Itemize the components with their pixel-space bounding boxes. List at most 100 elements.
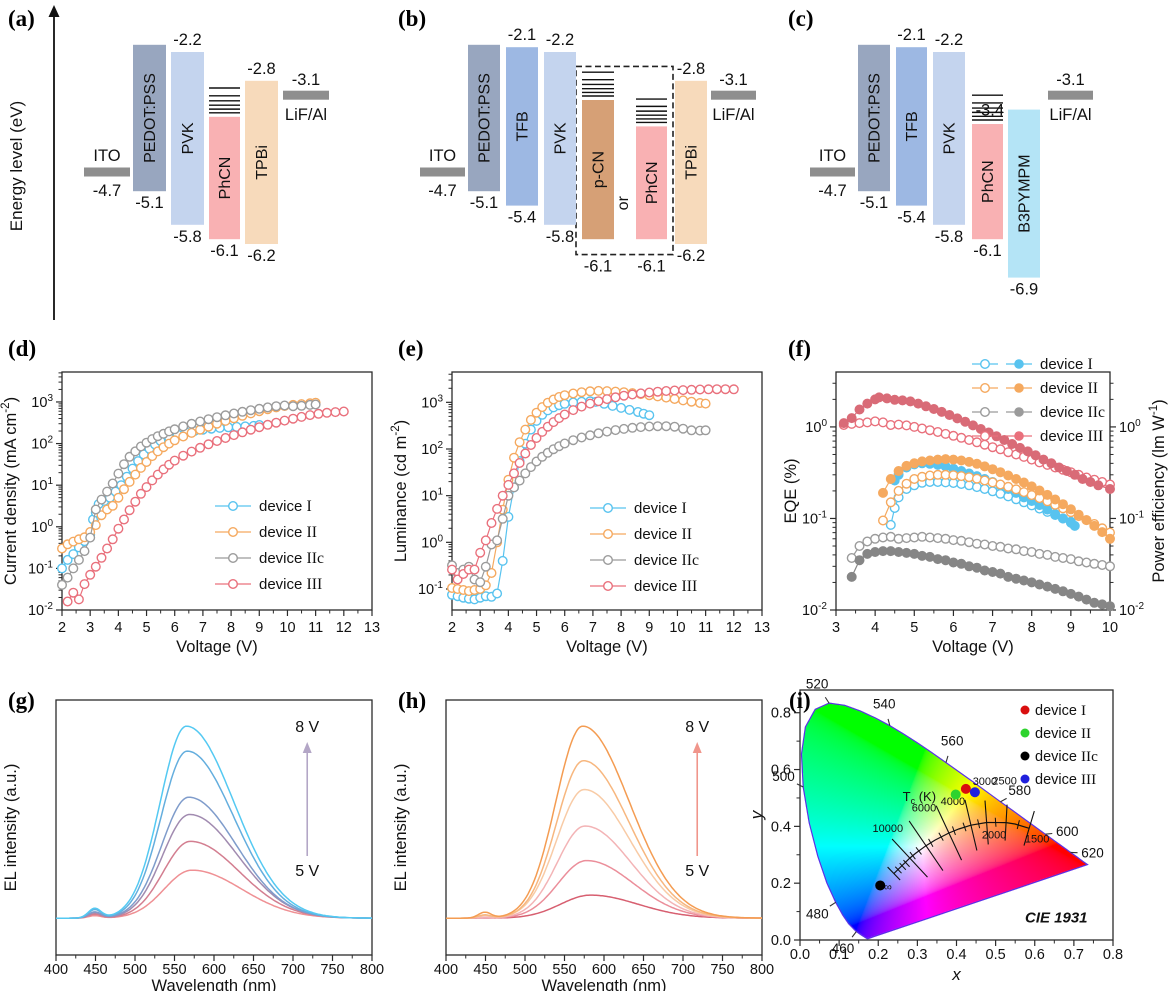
- energy-value: -6.2: [677, 247, 705, 265]
- layer-bar-B3PYMPM: [1008, 109, 1040, 278]
- wavelength-tick: [1045, 832, 1053, 835]
- energy-value: -2.2: [173, 31, 201, 49]
- energy-value: -5.1: [470, 194, 498, 212]
- data-point-device I EQE: [885, 519, 896, 530]
- cct-label: ∞: [884, 882, 892, 894]
- spectrum-curve-#f3b4b6: [446, 825, 762, 919]
- data-point-device IIc: [288, 401, 299, 412]
- data-point-device III PE: [1069, 469, 1080, 480]
- legend-label: device II: [259, 524, 317, 541]
- energy-value: -5.4: [508, 209, 536, 227]
- chart-el-spectra-device-II: 400 450 500 550 600 650 700 750 800 Wavelength (n…: [392, 699, 774, 991]
- cct-label: 1500: [1025, 833, 1049, 845]
- data-point-device II EQE: [885, 497, 896, 508]
- y-axis-tick-label: 0.8: [771, 706, 791, 722]
- x-axis-tick-label: 800: [750, 962, 774, 978]
- chart-luminance: 2 3 4 5 6 7 8 9 10 11 12 13 10-1 100 101 102 103 Voltage …: [390, 371, 770, 656]
- cie-caption: CIE 1931: [1025, 909, 1088, 926]
- data-point-device III: [695, 384, 706, 395]
- x-axis-tick-label: 9: [255, 620, 263, 636]
- layer-label: TPBi: [254, 145, 271, 180]
- energy-value: -3.1: [719, 71, 747, 89]
- wavelength-label: 520: [806, 677, 829, 692]
- layer-bar-TPBi: [245, 80, 278, 244]
- layer-label: PEDOT:PSS: [142, 73, 159, 163]
- data-point-device I PE: [1058, 513, 1069, 524]
- data-point-device IIc: [559, 438, 570, 449]
- data-point-device IIc: [186, 418, 197, 429]
- data-point-device II PE: [1003, 470, 1014, 481]
- data-point-device II EQE: [893, 485, 904, 496]
- x-axis-tick-label: 0.5: [986, 947, 1006, 963]
- data-point-device III EQE: [901, 420, 912, 431]
- layer-label: PEDOT:PSS: [867, 73, 884, 163]
- data-point-device IIc: [678, 423, 689, 434]
- y-axis-title: EQE (%): [782, 458, 800, 523]
- data-point-device III PE: [1046, 458, 1057, 469]
- data-point-device III: [525, 439, 536, 450]
- data-point-device III: [635, 388, 646, 399]
- x-axis-tick-label: 600: [202, 962, 226, 978]
- data-point-device II PE: [1034, 485, 1045, 496]
- x-axis-tick-label: 650: [241, 962, 265, 978]
- legend-filled-marker: [1014, 431, 1024, 441]
- legend-dot: [1020, 705, 1030, 715]
- data-point-device II PE: [1105, 533, 1116, 544]
- cct-minor-tick: [894, 866, 902, 874]
- x-axis-tick-label: 7: [589, 620, 597, 636]
- x-axis-tick-label: 7: [989, 620, 997, 636]
- energy-value: -2.8: [677, 60, 705, 78]
- legend-open-marker: [979, 430, 990, 441]
- energy-axis-title: Energy level (eV): [7, 101, 26, 231]
- x-axis-tick-label: 9: [1067, 620, 1075, 636]
- x-axis-tick-label: 0.8: [1103, 947, 1123, 963]
- data-point-device II PE: [1050, 494, 1061, 505]
- data-point-device III: [338, 406, 349, 417]
- axis-tick-label: 10-2: [28, 601, 53, 619]
- cie-gamut-fill: [800, 690, 1113, 940]
- cct-iso-line: [908, 820, 944, 871]
- cct-label: 3000: [973, 776, 997, 788]
- data-point-device III: [644, 387, 655, 398]
- x-axis-tick-label: 3: [476, 620, 484, 636]
- data-point-device IIc: [85, 532, 96, 543]
- wavelength-tick: [945, 755, 949, 763]
- electrode-bar-ITO: [810, 167, 855, 177]
- x-axis-tick-label: 8: [227, 620, 235, 636]
- data-point-device IIc: [492, 535, 503, 546]
- data-point-device IIc: [618, 423, 629, 434]
- y-axis-title: EL intensity (a.u.): [392, 764, 410, 892]
- layer-bar-TPBi: [675, 80, 707, 244]
- wavelength-tick: [1000, 797, 1007, 803]
- panel-h-label: (h): [398, 688, 427, 713]
- data-point-device IIc: [262, 402, 273, 413]
- data-point-device III: [711, 384, 722, 395]
- wavelength-label: 560: [941, 733, 964, 748]
- data-point-device IIc EQE: [979, 539, 990, 550]
- data-point-device IIc: [475, 577, 486, 588]
- data-point-device III: [237, 427, 248, 438]
- data-point-device III: [559, 409, 570, 420]
- data-point-device IIc: [635, 422, 646, 433]
- panel-e: (e) 2 3 4 5 6 7 8 9 10 11 12 13 10-1 100 101 102 103 Volt…: [390, 330, 780, 660]
- data-point-device III: [279, 415, 290, 426]
- energy-diagram-a: Energy level (eV) ITO -4.7 PEDOT:PSS -5.1 PVK…: [7, 5, 329, 320]
- data-point-device III PE: [846, 413, 857, 424]
- wavelength-tick: [851, 931, 857, 938]
- data-point-device II PE: [1065, 504, 1076, 515]
- layer-label: p-CN: [591, 151, 608, 188]
- cct-minor-tick: [977, 819, 981, 829]
- wavelength-label: 540: [873, 696, 896, 711]
- data-point-device II PE: [1073, 509, 1084, 520]
- legend-dot: [1020, 774, 1030, 784]
- energy-value: -5.8: [935, 228, 963, 246]
- data-point-device IIc EQE: [870, 533, 881, 544]
- energy-value: -5.8: [546, 228, 574, 246]
- data-point-device III: [124, 505, 135, 516]
- x-axis-tick-label: 750: [320, 962, 344, 978]
- data-point-device III: [135, 488, 146, 499]
- data-point-device II EQE: [979, 475, 990, 486]
- data-point-device II PE: [1026, 481, 1037, 492]
- data-point-device III PE: [854, 404, 865, 415]
- data-point-device II: [186, 427, 197, 438]
